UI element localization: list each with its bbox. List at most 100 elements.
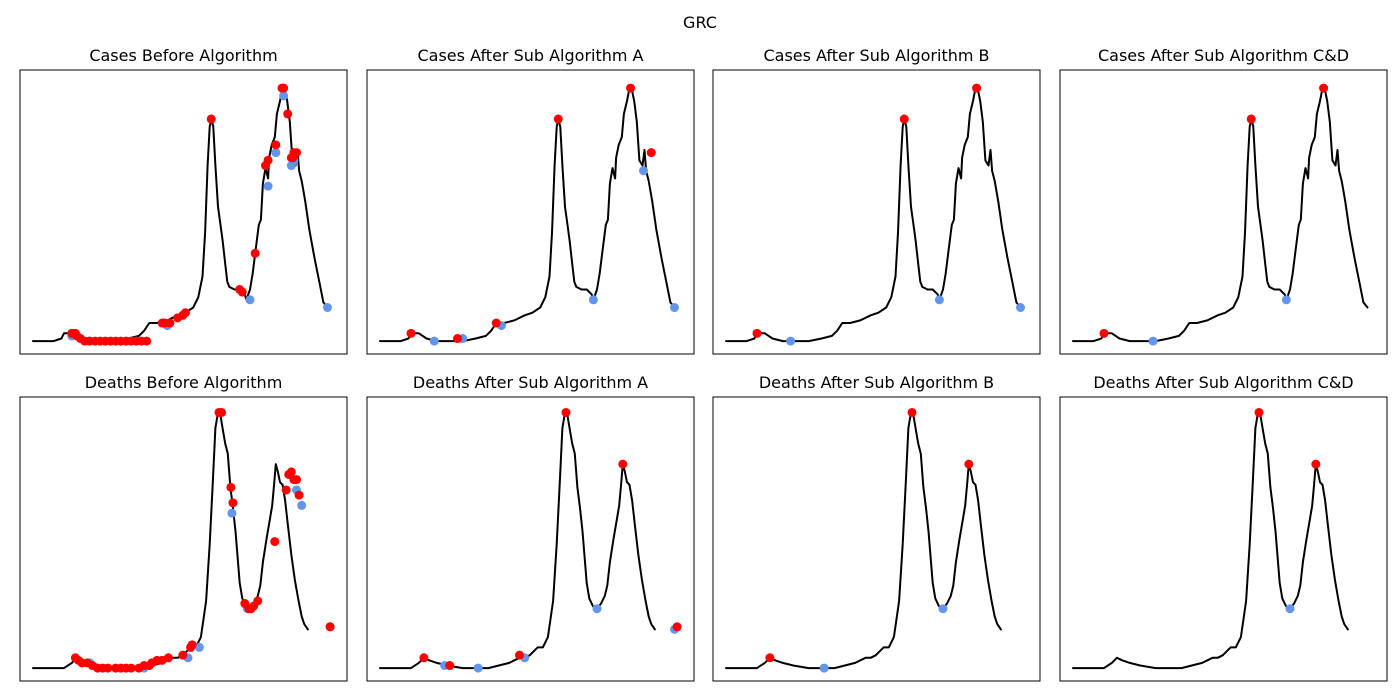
subplot: Cases Before Algorithm <box>19 46 348 355</box>
trough-marker <box>786 336 796 346</box>
subplot-title: Deaths Before Algorithm <box>85 373 283 392</box>
peak-marker <box>626 83 636 93</box>
trough-marker <box>1016 303 1025 313</box>
peak-marker <box>1246 114 1256 124</box>
peak-marker <box>263 155 273 165</box>
subplot-grid: Cases Before Algorithm Cases After Sub Al… <box>19 46 1388 682</box>
subplot-title: Deaths After Sub Algorithm A <box>413 373 648 392</box>
peak-marker <box>618 459 628 469</box>
subplot: Cases After Sub Algorithm C&D <box>1059 46 1388 355</box>
subplot-title: Deaths After Sub Algorithm C&D <box>1093 373 1353 392</box>
subplot: Deaths After Sub Algorithm A <box>366 373 695 682</box>
subplot: Deaths Before Algorithm <box>19 373 348 682</box>
trough-marker <box>194 642 204 652</box>
peak-marker <box>103 663 113 673</box>
plot-frame <box>1059 396 1388 682</box>
peak-marker <box>453 334 462 344</box>
peak-marker <box>292 475 301 485</box>
subplot: Cases After Sub Algorithm A <box>366 46 695 355</box>
series-line <box>725 411 1002 670</box>
peak-marker <box>294 490 304 500</box>
trough-marker <box>592 604 602 614</box>
peak-marker <box>279 83 289 93</box>
subplot-title: Cases After Sub Algorithm C&D <box>1098 46 1349 65</box>
plot-frame <box>19 69 348 355</box>
peak-marker <box>515 650 524 660</box>
trough-marker <box>227 508 237 518</box>
peak-marker <box>292 148 301 158</box>
peak-marker <box>964 459 974 469</box>
peak-marker <box>270 537 280 547</box>
trough-marker <box>1281 295 1291 305</box>
peak-marker <box>1319 83 1329 93</box>
peak-marker <box>237 287 247 297</box>
plot-frame <box>712 396 1041 682</box>
peak-marker <box>907 407 917 417</box>
peak-marker <box>253 596 263 606</box>
subplot-title: Cases After Sub Algorithm B <box>763 46 989 65</box>
peak-marker <box>406 328 416 338</box>
trough-marker <box>429 336 439 346</box>
peak-marker <box>646 148 656 158</box>
peak-marker <box>419 653 429 663</box>
plot-frame <box>19 396 348 682</box>
peak-marker <box>180 308 190 318</box>
trough-marker <box>938 604 948 614</box>
subplot-title: Cases After Sub Algorithm A <box>417 46 643 65</box>
peak-marker <box>187 640 197 650</box>
plot-frame <box>366 396 695 682</box>
trough-marker <box>297 500 307 510</box>
peak-marker <box>163 653 173 663</box>
trough-marker <box>934 295 944 305</box>
peak-marker <box>752 328 762 338</box>
peak-marker <box>250 248 260 258</box>
trough-marker <box>639 166 648 176</box>
plot-frame <box>366 69 695 355</box>
trough-marker <box>323 303 332 313</box>
peak-marker <box>271 140 281 150</box>
peak-marker <box>1099 328 1109 338</box>
peak-marker <box>126 663 136 673</box>
peak-marker <box>1254 407 1264 417</box>
trough-marker <box>1285 604 1295 614</box>
trough-marker <box>588 295 598 305</box>
peak-marker <box>491 318 501 328</box>
peak-marker <box>165 318 175 328</box>
peak-marker <box>206 114 216 124</box>
trough-marker <box>819 663 829 673</box>
figure-suptitle: GRC <box>683 13 717 32</box>
peak-marker <box>283 109 293 119</box>
series-line <box>1072 87 1369 343</box>
peak-marker <box>972 83 982 93</box>
trough-marker <box>473 663 483 673</box>
trough-marker <box>271 148 281 158</box>
peak-marker <box>142 336 152 346</box>
peak-marker <box>765 653 775 663</box>
peak-marker <box>899 114 909 124</box>
peak-marker <box>445 661 455 671</box>
plot-frame <box>1059 69 1388 355</box>
subplot: Deaths After Sub Algorithm B <box>712 373 1041 682</box>
peak-marker <box>1311 459 1321 469</box>
trough-marker <box>263 181 273 191</box>
plot-frame <box>712 69 1041 355</box>
subplot: Cases After Sub Algorithm B <box>712 46 1041 355</box>
subplot-title: Cases Before Algorithm <box>89 46 277 65</box>
peak-marker <box>178 650 188 660</box>
peak-marker <box>281 485 291 495</box>
trough-marker <box>279 91 289 101</box>
peak-marker <box>286 467 296 477</box>
series-line <box>379 411 656 670</box>
subplot: Deaths After Sub Algorithm C&D <box>1059 373 1388 682</box>
trough-marker <box>670 303 679 313</box>
peak-marker <box>561 407 571 417</box>
trough-marker <box>1148 336 1158 346</box>
subplot-title: Deaths After Sub Algorithm B <box>759 373 994 392</box>
peak-marker <box>553 114 563 124</box>
series-line <box>1072 411 1349 670</box>
series-line <box>32 87 329 343</box>
peak-marker <box>325 622 335 632</box>
peak-marker <box>226 482 236 492</box>
peak-marker <box>217 407 227 417</box>
